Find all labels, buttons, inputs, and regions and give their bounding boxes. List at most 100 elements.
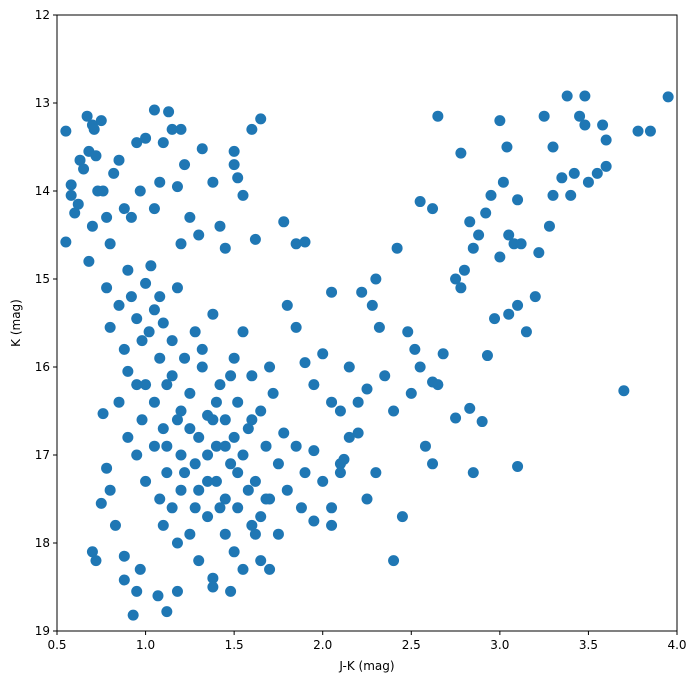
- point: [574, 110, 586, 122]
- point: [242, 484, 254, 496]
- point: [260, 493, 272, 505]
- y-tick-label: 18: [35, 536, 50, 550]
- point: [547, 189, 559, 201]
- point: [361, 383, 373, 395]
- point: [184, 211, 196, 223]
- y-tick-label: 16: [35, 360, 50, 374]
- point: [464, 216, 476, 228]
- point: [388, 405, 400, 417]
- point: [326, 502, 338, 514]
- point: [95, 497, 107, 509]
- point: [161, 440, 173, 452]
- y-tick-label: 19: [35, 624, 50, 638]
- point: [600, 134, 612, 146]
- point: [134, 563, 146, 575]
- point: [189, 502, 201, 514]
- point: [131, 379, 143, 391]
- point: [175, 123, 187, 135]
- point: [148, 396, 160, 408]
- point: [242, 423, 254, 435]
- y-tick-label: 14: [35, 184, 50, 198]
- point: [352, 396, 364, 408]
- point: [166, 335, 178, 347]
- point: [267, 387, 279, 399]
- point: [246, 414, 258, 426]
- point: [458, 264, 470, 276]
- point: [228, 145, 240, 157]
- point: [246, 519, 258, 531]
- point: [464, 402, 476, 414]
- point: [232, 172, 244, 184]
- point: [512, 194, 524, 206]
- point: [618, 385, 630, 397]
- point: [232, 502, 244, 514]
- point: [414, 196, 426, 208]
- point: [414, 361, 426, 373]
- point: [299, 236, 311, 248]
- point: [579, 90, 591, 102]
- point: [60, 125, 72, 137]
- point: [232, 467, 244, 479]
- point: [467, 242, 479, 254]
- point: [104, 238, 116, 250]
- point: [255, 405, 267, 417]
- point: [409, 343, 421, 355]
- point: [402, 326, 414, 338]
- x-axis-label: J-K (mag): [338, 659, 394, 673]
- point: [60, 236, 72, 248]
- point: [379, 370, 391, 382]
- point: [326, 519, 338, 531]
- point: [145, 260, 157, 272]
- point: [481, 350, 493, 362]
- point: [520, 326, 532, 338]
- point: [210, 475, 222, 487]
- point: [503, 229, 515, 241]
- point: [207, 572, 219, 584]
- point: [290, 440, 302, 452]
- point: [326, 396, 338, 408]
- point: [179, 159, 191, 171]
- point: [489, 313, 501, 325]
- point: [308, 379, 320, 391]
- point: [547, 141, 559, 153]
- point: [148, 304, 160, 316]
- point: [86, 220, 98, 232]
- point: [189, 326, 201, 338]
- point: [210, 396, 222, 408]
- point: [455, 147, 467, 159]
- point: [228, 159, 240, 171]
- point: [419, 440, 431, 452]
- point: [370, 467, 382, 479]
- point: [175, 405, 187, 417]
- point: [512, 460, 524, 472]
- point: [127, 609, 139, 621]
- point: [278, 427, 290, 439]
- point: [272, 528, 284, 540]
- point: [122, 365, 134, 377]
- point: [207, 414, 219, 426]
- point: [184, 528, 196, 540]
- point: [88, 123, 100, 135]
- point: [166, 502, 178, 514]
- point: [600, 160, 612, 172]
- point: [591, 167, 603, 179]
- point: [249, 528, 261, 540]
- point: [255, 555, 267, 567]
- point: [543, 220, 555, 232]
- point: [467, 467, 479, 479]
- point: [427, 203, 439, 215]
- point: [202, 475, 214, 487]
- point: [237, 449, 249, 461]
- point: [373, 321, 385, 333]
- point: [140, 379, 152, 391]
- point: [228, 431, 240, 443]
- plot-frame: [56, 14, 678, 632]
- x-tick-label: 2.0: [313, 638, 332, 652]
- point: [161, 606, 173, 618]
- point: [196, 361, 208, 373]
- point: [69, 207, 81, 219]
- point: [189, 458, 201, 470]
- point: [538, 110, 550, 122]
- point: [140, 277, 152, 289]
- y-tick-label: 13: [35, 96, 50, 110]
